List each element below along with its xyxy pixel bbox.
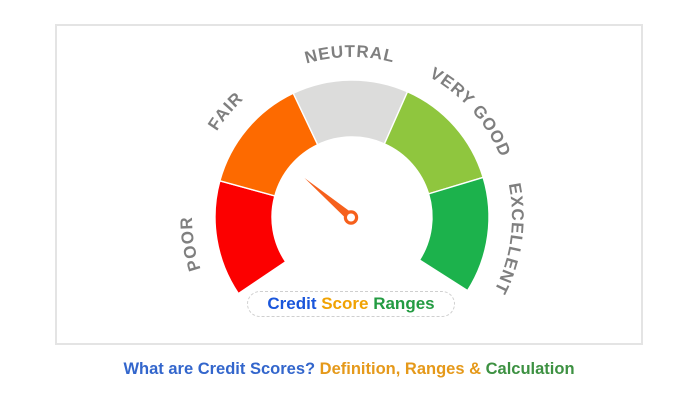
svg-text:NEUTRAL: NEUTRAL bbox=[303, 42, 397, 67]
svg-text:POOR: POOR bbox=[177, 216, 205, 274]
svg-text:EXCELLENT: EXCELLENT bbox=[490, 182, 527, 298]
svg-text:FAIR: FAIR bbox=[204, 88, 247, 134]
